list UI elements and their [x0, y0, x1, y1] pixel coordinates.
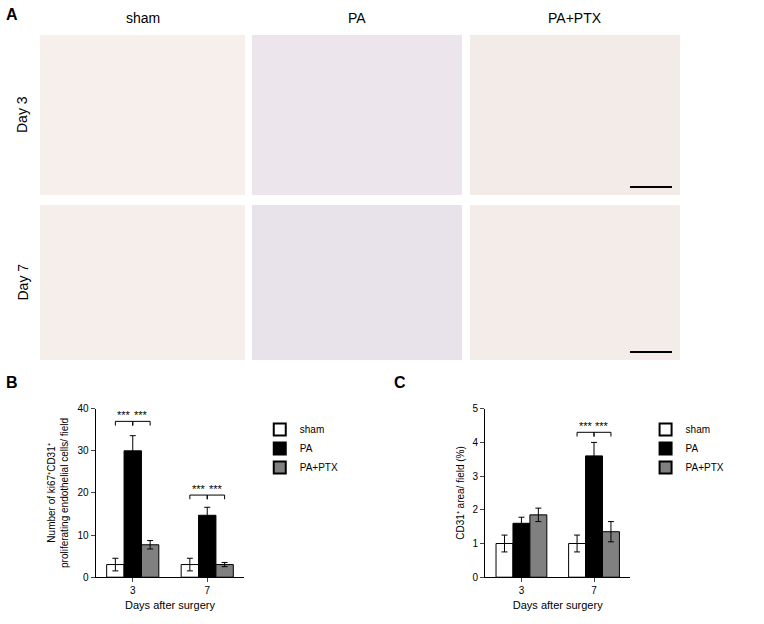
svg-text:3: 3 [130, 585, 136, 596]
svg-text:Day 7: Day 7 [15, 264, 31, 301]
svg-text:PA: PA [348, 10, 366, 26]
svg-text:4: 4 [473, 437, 479, 448]
svg-text:***: *** [117, 409, 131, 421]
svg-text:Days after surgery: Days after surgery [513, 599, 603, 611]
svg-text:0: 0 [473, 572, 479, 583]
svg-text:3: 3 [473, 471, 479, 482]
svg-text:Day 3: Day 3 [14, 96, 30, 133]
svg-text:2: 2 [473, 504, 479, 515]
svg-text:sham: sham [686, 424, 710, 435]
svg-text:B: B [6, 374, 18, 391]
svg-text:3: 3 [519, 585, 525, 596]
svg-text:A: A [6, 6, 18, 23]
svg-text:40: 40 [77, 403, 89, 414]
svg-text:30: 30 [77, 445, 89, 456]
svg-text:CD31⁺ area/ field (%): CD31⁺ area/ field (%) [455, 446, 466, 540]
svg-text:PA: PA [686, 443, 699, 454]
svg-text:PA: PA [300, 443, 313, 454]
svg-text:PA+PTX: PA+PTX [300, 462, 338, 473]
svg-text:Days after surgery: Days after surgery [125, 599, 215, 611]
svg-text:0: 0 [83, 572, 89, 583]
svg-text:1: 1 [473, 538, 479, 549]
svg-text:20: 20 [77, 487, 89, 498]
svg-text:sham: sham [300, 424, 324, 435]
svg-text:10: 10 [77, 530, 89, 541]
svg-text:C: C [394, 374, 406, 391]
svg-text:PA+PTX: PA+PTX [686, 462, 724, 473]
svg-text:***: *** [595, 420, 609, 432]
svg-text:5: 5 [473, 403, 479, 414]
svg-text:7: 7 [591, 585, 597, 596]
svg-text:***: *** [579, 420, 593, 432]
svg-text:PA+PTX: PA+PTX [548, 10, 602, 26]
svg-text:Number of ki67⁺CD31⁺proliferat: Number of ki67⁺CD31⁺proliferating endoth… [46, 418, 70, 568]
svg-text:sham: sham [126, 10, 160, 26]
svg-text:***: *** [209, 483, 223, 495]
svg-text:***: *** [192, 483, 206, 495]
svg-text:***: *** [134, 409, 148, 421]
svg-text:7: 7 [204, 585, 210, 596]
